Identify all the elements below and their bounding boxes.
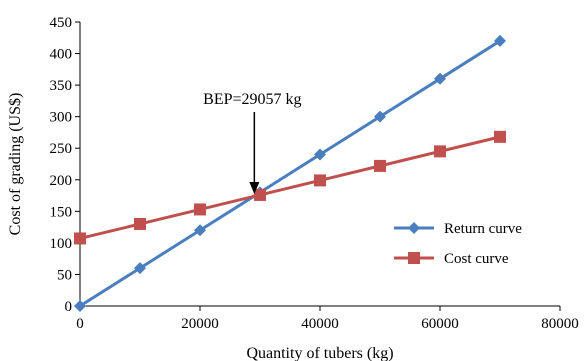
legend: Return curve Cost curve (394, 221, 522, 267)
legend-label: Return curve (444, 221, 522, 237)
y-tick-label: 0 (65, 299, 73, 315)
data-point (434, 145, 446, 158)
x-tick-label: 60000 (421, 316, 459, 332)
legend-item: Cost curve (394, 251, 509, 267)
data-point (374, 159, 386, 172)
data-point (494, 130, 506, 143)
data-point (374, 110, 386, 123)
y-tick-label: 400 (50, 47, 73, 63)
data-point (434, 72, 446, 85)
data-point (194, 203, 206, 216)
legend-marker (408, 222, 420, 234)
y-tick-label: 300 (50, 110, 73, 126)
x-tick-label: 20000 (181, 316, 219, 332)
legend-label: Cost curve (444, 251, 509, 267)
y-tick-label: 50 (57, 267, 72, 283)
x-axis-title: Quantity of tubers (kg) (246, 345, 393, 361)
legend-marker (408, 252, 420, 264)
x-tick-label: 40000 (301, 316, 339, 332)
y-tick-label: 100 (50, 236, 73, 252)
y-tick-labels: 0 50 100 150 200 250 300 350 400 450 (50, 15, 73, 315)
series-layer (74, 34, 506, 312)
data-point (194, 224, 206, 237)
data-point (314, 148, 326, 161)
data-point (494, 34, 506, 47)
data-point (74, 232, 86, 245)
annotation-label: BEP=29057 kg (203, 91, 301, 108)
y-tick-label: 350 (50, 78, 73, 94)
y-axis-title: Cost of grading (US$) (7, 93, 24, 236)
series-cost-curve (74, 130, 506, 245)
series-return-curve (74, 34, 506, 312)
data-point (134, 217, 146, 230)
series-line (79, 135, 501, 240)
y-tick-label: 200 (50, 173, 73, 189)
annotation-layer: BEP=29057 kg (203, 91, 302, 194)
data-point (254, 188, 266, 201)
series-line (79, 39, 501, 308)
data-point (134, 262, 146, 275)
x-tick-labels: 0 20000 40000 60000 80000 (76, 316, 579, 332)
legend-item: Return curve (394, 221, 522, 237)
data-point (74, 300, 86, 312)
data-point (314, 174, 326, 187)
y-tick-label: 250 (50, 141, 73, 157)
annotation-arrowhead (249, 181, 260, 194)
axes (75, 21, 561, 311)
x-tick-label: 0 (76, 316, 84, 332)
y-tick-label: 150 (50, 204, 73, 220)
y-tick-label: 450 (50, 15, 73, 31)
x-tick-label: 80000 (541, 316, 579, 332)
